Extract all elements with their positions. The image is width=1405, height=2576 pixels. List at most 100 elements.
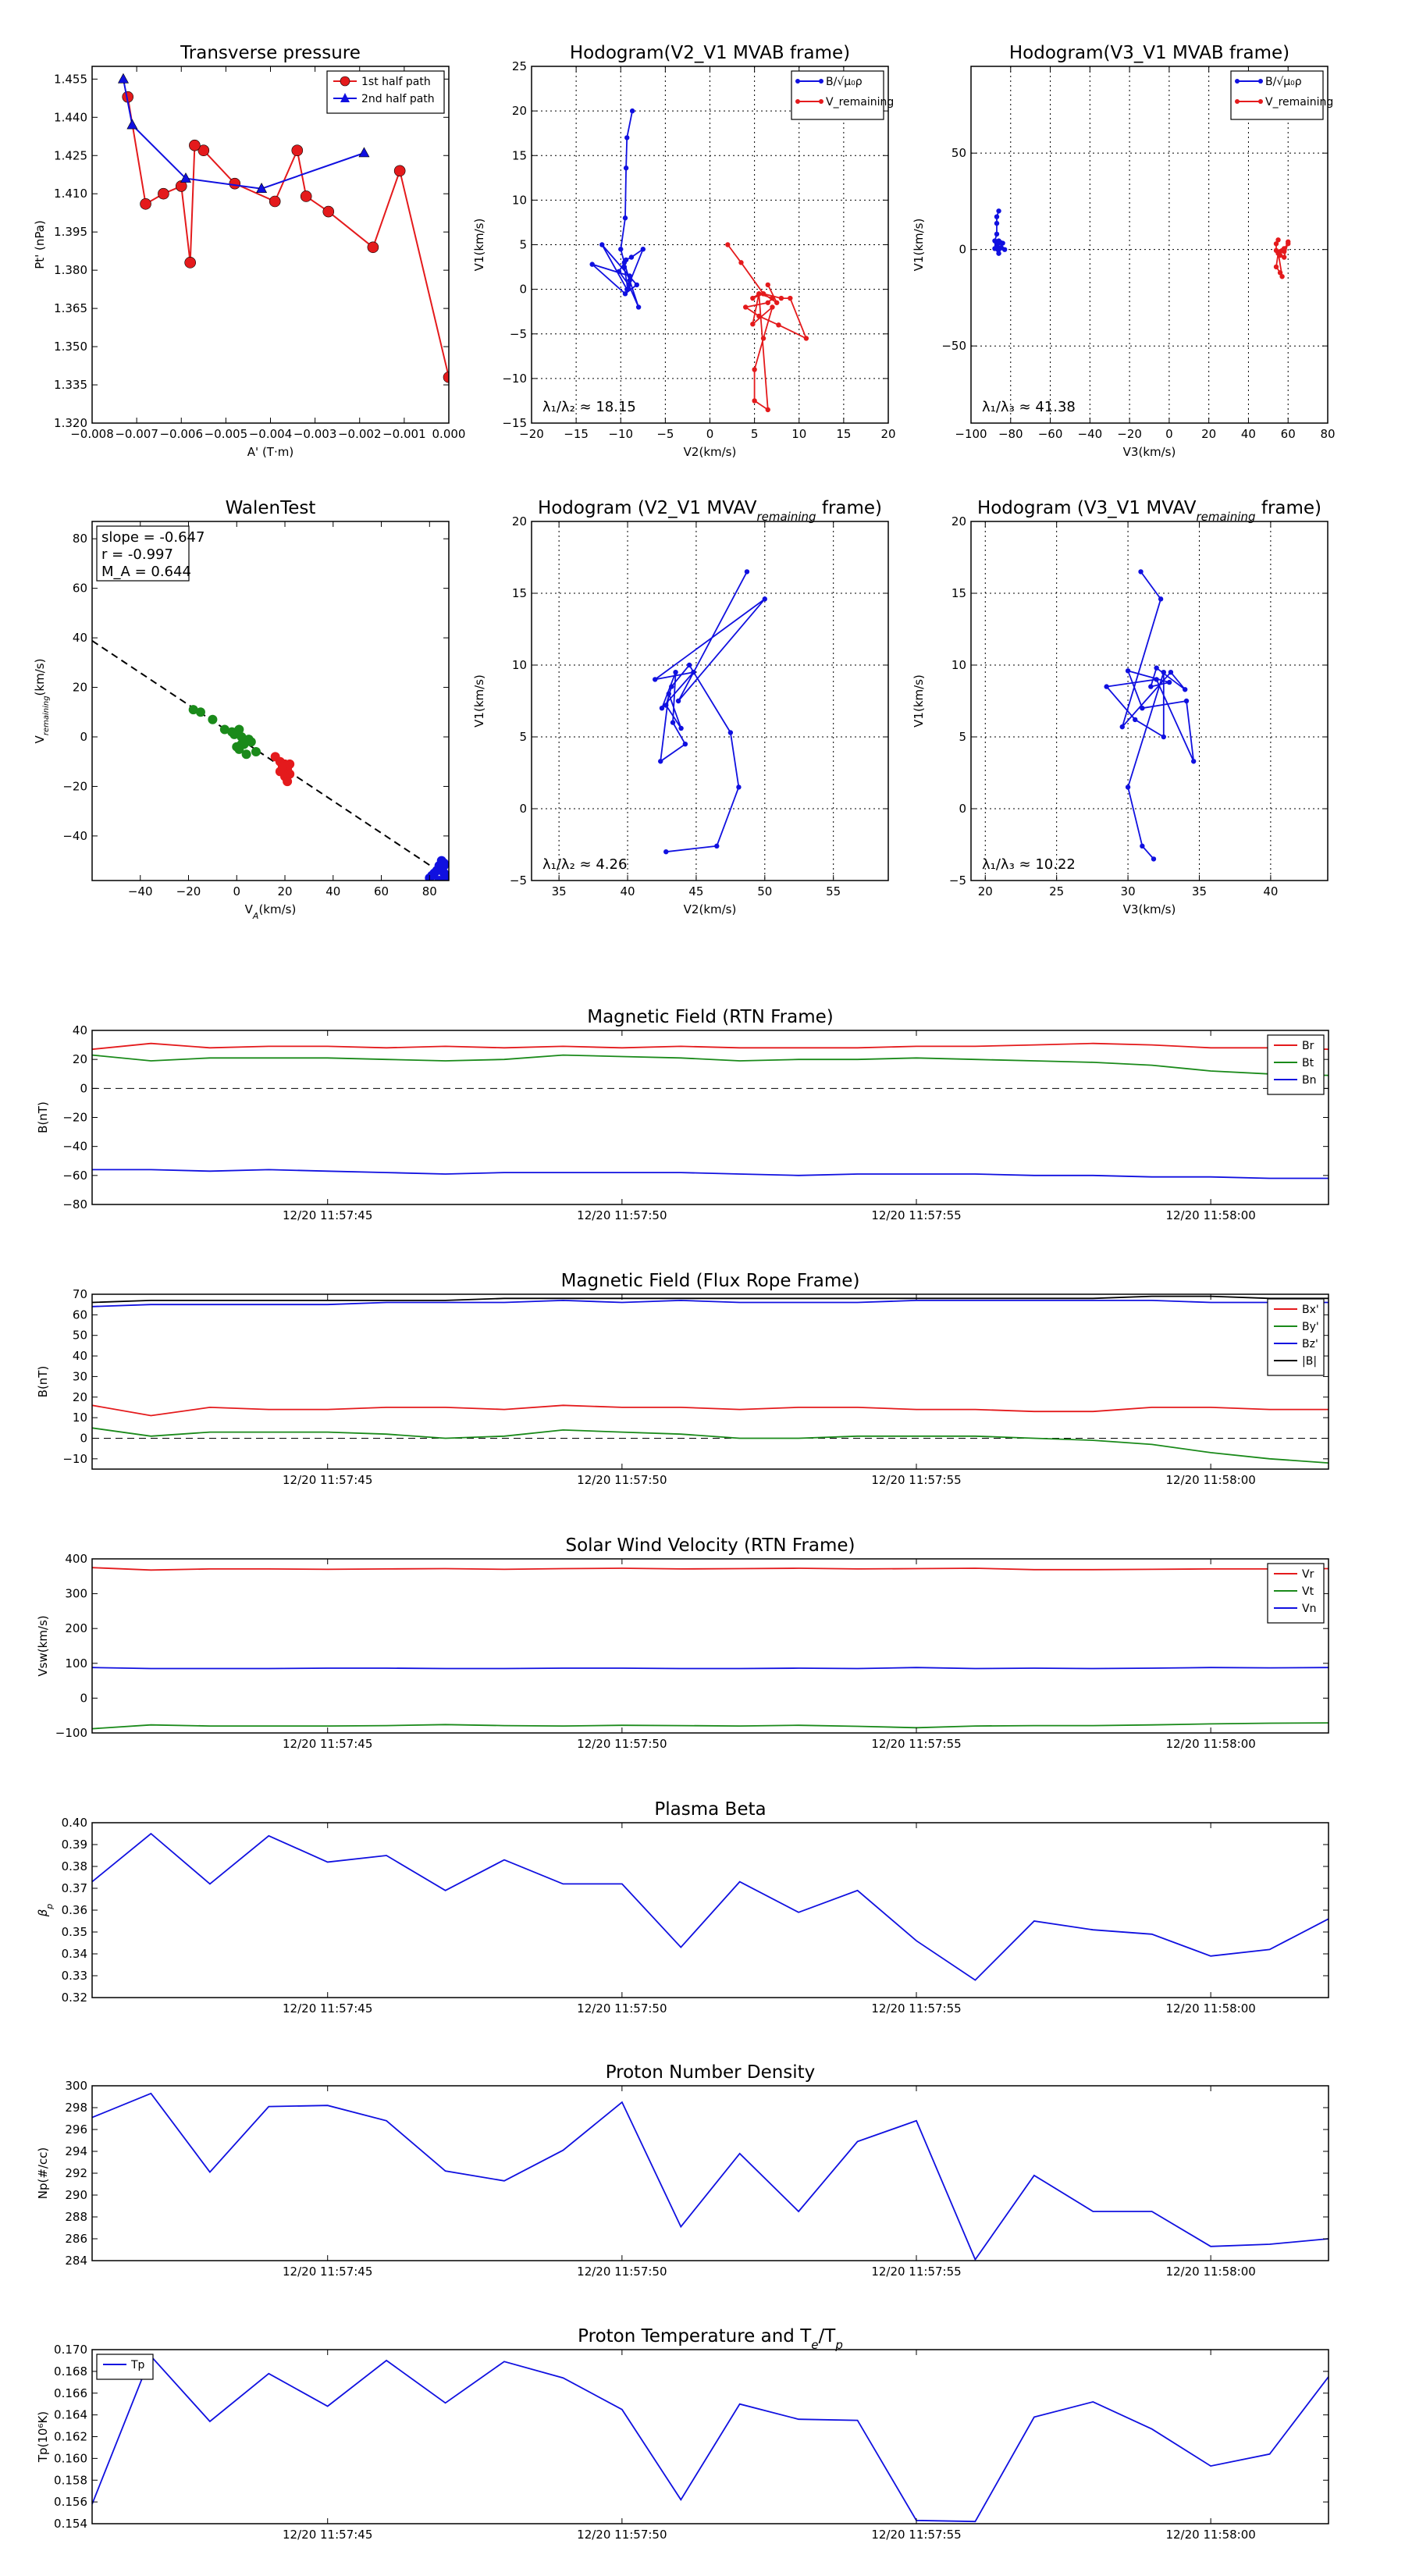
y-tick-label: −5 [949, 873, 966, 888]
chart-tp: Transverse pressure−0.008 −0.007 −0.006 −0.… [33, 43, 465, 459]
series-line-vr [92, 1567, 1329, 1571]
data-point [256, 183, 268, 193]
legend-label: Bt [1302, 1057, 1314, 1069]
title-subscript: e [811, 2338, 818, 2352]
legend-label: By' [1302, 1321, 1319, 1333]
data-point [197, 144, 210, 157]
plot-area [971, 66, 1328, 423]
x-tick-label: −40 [128, 884, 153, 898]
y-tick-label: 10 [73, 1411, 87, 1425]
y-tick-label: 15 [951, 586, 966, 600]
y-tick-label: 15 [512, 148, 527, 162]
legend-marker [795, 99, 800, 104]
legend-label: V_remaining [826, 96, 894, 109]
data-point [628, 254, 635, 260]
chart-title: Magnetic Field (Flux Rope Frame) [561, 1271, 860, 1291]
y-tick-label: 40 [73, 1023, 87, 1037]
plot-area [92, 1567, 1329, 1730]
y-tick-label: 30 [73, 1369, 87, 1383]
y-tick-label: 1.410 [54, 187, 87, 201]
plot-area [532, 521, 888, 881]
series-line-beta [92, 1832, 1329, 1981]
x-tick-label: 12/20 11:57:45 [283, 1208, 372, 1222]
chart-title: Hodogram(V2_V1 MVAB frame) [570, 43, 850, 63]
x-tick-label: 12/20 11:57:55 [871, 1737, 961, 1751]
data-point [765, 407, 770, 413]
y-axis-label: V1(km/s) [472, 674, 486, 728]
plot-frame [91, 1558, 1329, 1734]
data-point [658, 759, 663, 764]
x-tick-label: 12/20 11:58:00 [1165, 2001, 1255, 2016]
legend-label: 1st half path [361, 76, 431, 88]
data-point [1273, 241, 1279, 247]
data-point [441, 870, 449, 881]
y-tick-label: 0 [80, 730, 87, 744]
title-tail: frame) [816, 498, 883, 518]
y-tick-label: 15 [512, 586, 527, 600]
y-tick-label: 0.156 [54, 2495, 87, 2509]
chart-title: Hodogram(V3_V1 MVAB frame) [1009, 43, 1289, 63]
x-axis-label: V3(km/s) [1123, 445, 1176, 459]
series-line-v [654, 571, 766, 853]
series-line-1sthalfpath [126, 97, 449, 378]
y-tick-label: 60 [73, 582, 87, 596]
plot-frame [91, 66, 450, 424]
y-tick-label: 1.425 [54, 148, 87, 162]
series-line-vn [92, 1667, 1329, 1670]
data-point [714, 843, 720, 849]
legend-marker [795, 79, 800, 84]
data-point [246, 737, 256, 747]
y-tick-label: 10 [512, 193, 527, 207]
plot-frame [91, 1293, 1329, 1470]
chart-ts_brtn: Magnetic Field (RTN Frame) 12/20 11:57:45… [36, 1007, 1329, 1222]
series-line-v [1104, 571, 1195, 859]
legend-label: B/√μ₀ρ [1265, 76, 1302, 88]
x-tick-label: −0.005 [205, 427, 248, 441]
x-tick-label: 12/20 11:57:55 [871, 1208, 961, 1222]
y-tick-label: 286 [65, 2232, 87, 2246]
title-tail: /T [819, 2326, 837, 2347]
label-part: V [245, 902, 254, 916]
series-line-bn [92, 1169, 1329, 1179]
y-tick-label: −15 [502, 416, 527, 430]
y-tick-label: 20 [512, 514, 527, 528]
data-point [1183, 698, 1190, 704]
legend-label: V_remaining [1265, 96, 1333, 109]
title-subscript: remaining [1196, 510, 1255, 524]
data-point [623, 257, 629, 263]
chart-ts_vsw: Solar Wind Velocity (RTN Frame) 12/20 11:… [36, 1535, 1329, 1751]
series-line-np [92, 2092, 1329, 2261]
label-part: (km/s) [258, 902, 296, 916]
x-tick-label: 0.000 [432, 427, 466, 441]
data-point [675, 698, 681, 704]
plot-frame [970, 521, 1329, 881]
data-point [673, 670, 678, 675]
data-point [762, 596, 768, 602]
data-point [996, 247, 1001, 252]
series-line-vt [92, 1722, 1329, 1730]
y-tick-label: 10 [512, 658, 527, 672]
plot-area [92, 2092, 1329, 2261]
y-tick-label: −10 [62, 1452, 87, 1466]
legend-label: Br [1302, 1040, 1314, 1052]
data-point [208, 714, 218, 724]
data-point [1151, 856, 1157, 862]
data-point [635, 304, 642, 310]
data-point [756, 313, 762, 319]
plot-area [92, 640, 449, 881]
plot-frame [91, 521, 450, 881]
data-point [229, 729, 240, 739]
data-point [1125, 668, 1131, 674]
y-tick-label: −60 [62, 1169, 87, 1183]
legend-label: Tp [130, 2359, 145, 2371]
data-point [678, 725, 684, 731]
y-tick-label: 20 [512, 104, 527, 118]
data-point [618, 247, 624, 252]
data-point [659, 706, 665, 711]
y-tick-label: 292 [65, 2166, 87, 2180]
series-line-vremaining [727, 244, 808, 411]
y-tick-label: 0.38 [62, 1859, 87, 1873]
data-point [1286, 241, 1291, 247]
data-point [393, 165, 406, 177]
label-part: V [33, 735, 47, 743]
